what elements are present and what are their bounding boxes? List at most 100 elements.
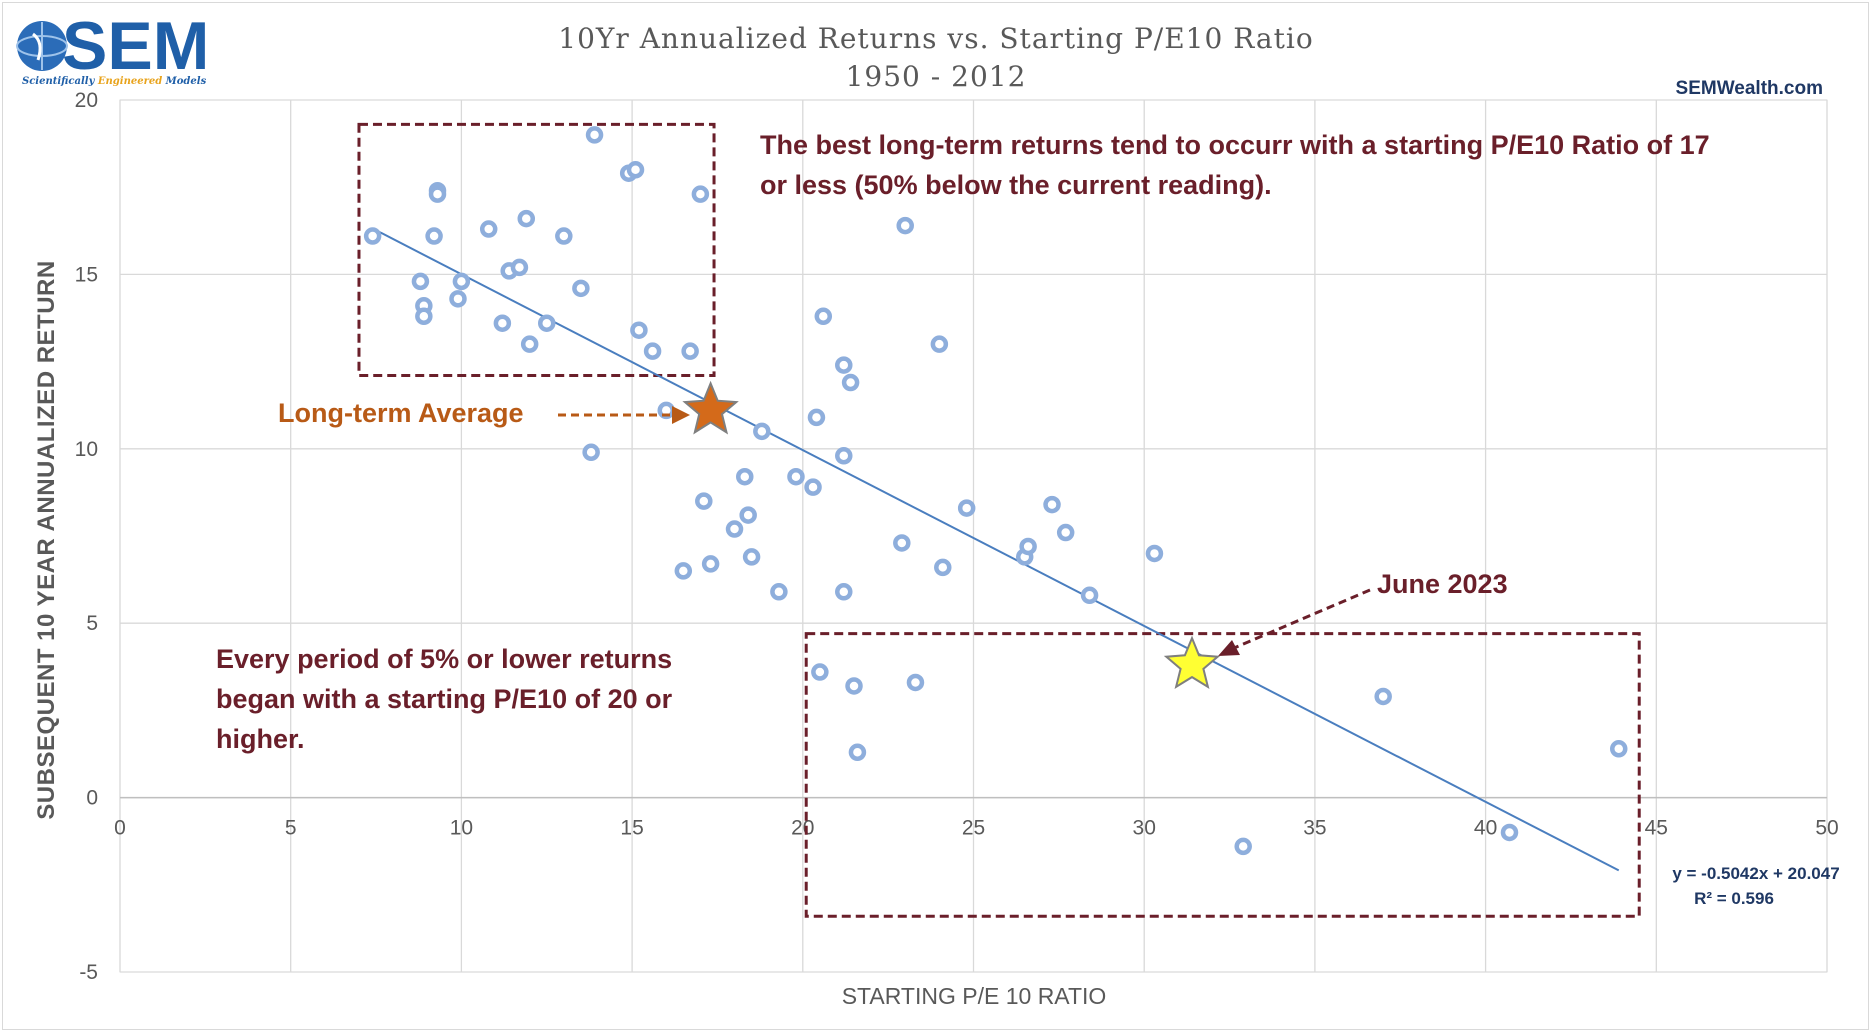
scatter-point <box>848 743 867 762</box>
x-tick-label: 0 <box>114 817 126 840</box>
scatter-point <box>425 227 443 245</box>
scatter-point <box>835 356 853 374</box>
logo-tagline-b: Engineered <box>97 76 162 87</box>
scatter-point <box>630 321 648 339</box>
scatter-point <box>814 307 833 326</box>
scatter-point <box>1145 544 1164 563</box>
scatter-point <box>452 272 471 291</box>
high-pe-box <box>804 632 1641 918</box>
long-term-average-star-icon <box>682 380 739 435</box>
x-tick-label: 20 <box>791 817 814 840</box>
axis-ticks: 0 5 10 15 20 25 30 35 40 45 50 -5 0 5 10 15 20 <box>75 89 1839 984</box>
scatter-point <box>934 558 952 577</box>
scatter-point <box>643 342 662 360</box>
y-tick-label: -5 <box>79 961 98 984</box>
scatter-point <box>725 520 744 538</box>
trendline-r2: R² = 0.596 <box>1694 889 1774 908</box>
y-tick-label: 15 <box>75 263 98 286</box>
scatter-point <box>691 185 710 203</box>
scatter-point <box>835 447 853 465</box>
logo-text: SEM <box>62 8 209 84</box>
y-tick-label: 10 <box>75 438 98 461</box>
long-term-average-arrowhead <box>672 406 690 424</box>
trendline-equation: y = -0.5042x + 20.047 <box>1672 864 1839 883</box>
scatter-point <box>674 562 693 580</box>
scatter-point <box>701 555 720 573</box>
scatter-point <box>517 209 536 228</box>
x-tick-label: 15 <box>620 817 643 840</box>
june-2023-label: June 2023 <box>1377 569 1508 599</box>
scatter-point <box>1234 837 1252 856</box>
scatter-point <box>739 506 757 524</box>
scatter-point <box>1374 687 1392 706</box>
scatter-point <box>585 126 604 144</box>
svg-text:Scientifically Engineered Mode: Scientifically Engineered Models <box>22 76 207 87</box>
scatter-point <box>1019 537 1037 556</box>
scatter-point <box>742 548 761 566</box>
scatter-point <box>626 161 645 179</box>
scatter-point <box>510 258 529 277</box>
june-2023-arrow <box>1233 588 1371 650</box>
long-term-average-label: Long-term Average <box>278 398 524 428</box>
y-axis-title: SUBSEQUENT 10 YEAR ANNUALIZED RETURN <box>33 260 60 819</box>
scatter-point <box>1080 586 1099 605</box>
grid <box>119 99 1828 973</box>
scatter-point <box>538 314 556 332</box>
scatter-point <box>479 220 498 238</box>
website-label: SEMWealth.com <box>1676 78 1823 99</box>
scatter-point <box>804 478 822 496</box>
scatter-point <box>896 216 914 235</box>
june-2023-star-icon <box>1163 635 1221 690</box>
scatter-point <box>807 408 826 427</box>
scatter-point <box>363 227 382 245</box>
logo-tagline-a: Scientifically <box>22 76 98 87</box>
scatter-point <box>1056 523 1075 542</box>
star-markers <box>682 380 1221 690</box>
low-returns-note-line1: Every period of 5% or lower returns <box>216 644 672 674</box>
scatter-point <box>906 673 925 692</box>
y-tick-label: 20 <box>75 89 98 112</box>
chart-subtitle: 1950 - 2012 <box>846 60 1027 93</box>
scatter-point <box>428 185 447 203</box>
scatter-point <box>415 307 433 326</box>
scatter-point <box>582 443 600 462</box>
x-axis-title: STARTING P/E 10 RATIO <box>842 983 1107 1009</box>
scatter-point <box>841 373 860 392</box>
scatter-point <box>753 422 771 441</box>
scatter-point <box>1500 823 1519 842</box>
x-tick-label: 5 <box>285 817 297 840</box>
logo-tagline-c: Models <box>162 76 206 87</box>
x-tick-label: 25 <box>962 817 985 840</box>
sem-logo: SEM Scientifically Engineered Models <box>16 8 209 87</box>
x-tick-label: 40 <box>1474 817 1497 840</box>
x-tick-label: 35 <box>1303 817 1326 840</box>
scatter-point <box>572 279 590 298</box>
low-returns-note-line2: began with a starting P/E10 of 20 or <box>216 684 673 714</box>
data-points <box>363 126 1628 856</box>
y-tick-label: 5 <box>86 612 98 635</box>
best-returns-note-line1: The best long-term returns tend to occur… <box>760 130 1710 160</box>
scatter-point <box>930 335 949 353</box>
scatter-point <box>787 467 805 486</box>
best-returns-note-line2: or less (50% below the current reading). <box>760 170 1272 200</box>
scatter-point <box>520 335 539 353</box>
scatter-point <box>811 663 829 681</box>
x-tick-label: 10 <box>450 817 473 840</box>
scatter-point <box>493 314 512 332</box>
scatter-point <box>845 677 863 695</box>
x-tick-label: 45 <box>1645 817 1668 840</box>
scatter-point <box>681 342 699 360</box>
scatter-point <box>1043 495 1061 514</box>
scatter-point <box>1609 740 1628 758</box>
scatter-point <box>835 583 853 601</box>
scatter-point <box>957 499 976 517</box>
trendline <box>372 227 1620 872</box>
x-tick-label: 50 <box>1815 817 1838 840</box>
scatter-point <box>770 583 788 601</box>
low-pe-box <box>357 122 716 378</box>
chart-title: 10Yr Annualized Returns vs. Starting P/E… <box>558 22 1313 55</box>
scatter-point <box>555 227 573 245</box>
highlight-boxes <box>357 122 1641 918</box>
